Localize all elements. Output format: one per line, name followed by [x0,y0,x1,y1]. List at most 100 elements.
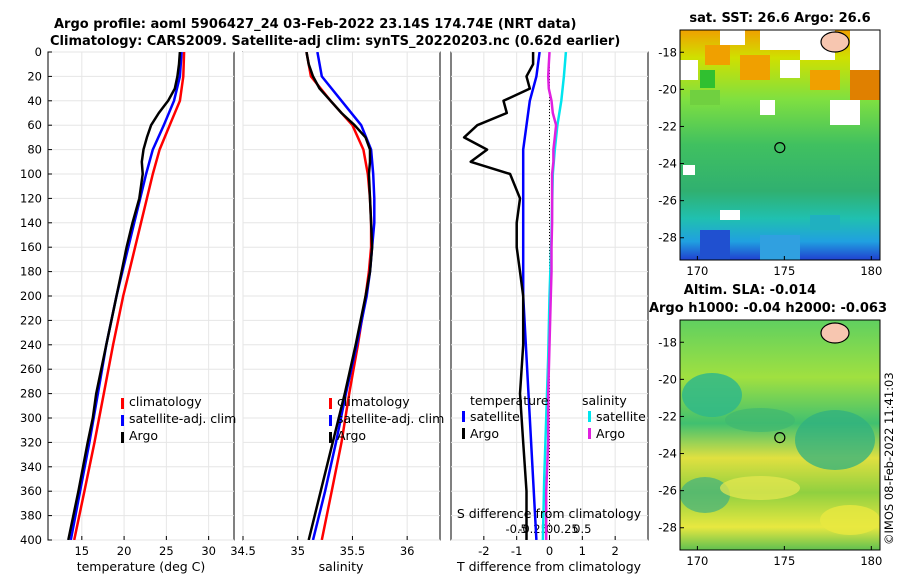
y-tick-label: 380 [20,509,42,523]
map-y-tick-label: -28 [658,231,677,245]
land-island [820,31,850,53]
difference-axes: -2 -1 0 1 2 -0.5-0.250 0.250.5 T difference f… [450,51,649,574]
y-tick-label: 120 [20,191,42,205]
top-x-tick-label: -0.5 [505,522,527,536]
legend-sal-satellite-label: satellite [596,409,646,424]
sla-map: Altim. SLA: -0.014 Argo h1000: -0.04 h20… [649,283,887,568]
legend-argo-label: Argo [129,428,158,443]
temperature-axes: 0 20 40 60 80 100 120 140 160 180 200 220 240 260 280 3… [20,45,235,574]
x-tick-label: 34.5 [230,544,256,558]
y-tick-label: 200 [20,289,42,303]
map-x-tick-label: 180 [860,554,882,568]
y-tick-label: 100 [20,167,42,181]
figure-title-line2: Climatology: CARS2009. Satellite-adj cli… [50,34,620,49]
map-x-tick-label: 175 [773,264,795,278]
legend-argo-swatch [121,432,124,443]
x-tick-label: -1 [511,544,522,558]
sst-patch [700,70,715,88]
sst-patch [760,100,775,115]
legend-temp-argo-swatch [462,428,465,439]
sst-patch [760,235,800,260]
t-difference-xlabel: T difference from climatology [456,559,642,574]
y-tick-label: 280 [20,387,42,401]
y-tick-label: 400 [20,533,42,547]
difference-legend: temperature salinity satellite Argo sate… [462,393,646,441]
sla-eddy [820,505,880,535]
x-tick-label: 35 [290,544,305,558]
legend-temp-argo-label: Argo [470,426,499,441]
temperature-xlabel: temperature (deg C) [77,559,206,574]
sst-patch [830,100,842,110]
legend-climatology-swatch [121,398,124,409]
sst-patch [720,210,740,220]
legend-sal-argo-label: Argo [596,426,625,441]
series-line-temperature-satellite [521,52,541,540]
legend-temperature-heading: temperature [470,393,549,408]
x-tick-label: 15 [74,544,89,558]
imos-credit: ©IMOS 08-Feb-2022 11:41:03 [882,372,896,545]
x-tick-label: -2 [478,544,489,558]
salinity-legend: climatology satellite-adj. clim Argo [329,394,444,443]
sst-patch [705,45,730,65]
sst-patch [680,60,698,80]
x-tick-label: 25 [159,544,174,558]
land-island [820,322,850,344]
x-tick-label: 1 [579,544,586,558]
legend-satellite-label: satellite-adj. clim [337,411,444,426]
x-tick-label: 2 [612,544,619,558]
sla-eddy [720,476,800,500]
sla-eddy [682,373,742,417]
y-tick-label: 40 [27,94,42,108]
y-tick-label: 180 [20,265,42,279]
y-tick-label: 260 [20,362,42,376]
sst-map: sat. SST: 26.6 Argo: 26.6 170 175 180 -18 -2… [658,11,882,278]
s-difference-xlabel: S difference from climatology [457,506,642,521]
series-line-satellite-adj-clim [311,52,376,540]
map-x-tick-label: 175 [773,554,795,568]
legend-climatology-label: climatology [337,394,410,409]
sla-map-title-line2: Argo h1000: -0.04 h2000: -0.063 [649,301,887,316]
x-tick-label: 20 [117,544,132,558]
sla-eddy [725,408,795,432]
x-tick-label: 35.5 [340,544,366,558]
legend-temp-satellite-swatch [462,411,465,422]
salinity-axes: 34.5 35 35.5 36 salinity [230,51,441,574]
y-tick-label: 60 [27,118,42,132]
legend-salinity-heading: salinity [582,393,627,408]
sst-patch [780,60,800,78]
map-y-tick-label: -26 [658,484,677,498]
argo-float-marker [774,141,786,154]
sst-map-title: sat. SST: 26.6 Argo: 26.6 [689,11,870,26]
legend-argo-label: Argo [337,428,366,443]
sst-patch [760,30,800,50]
sst-patch [690,90,720,105]
map-y-tick-label: -26 [658,194,677,208]
series-line-temperature-argo [462,52,535,540]
sla-eddy [680,477,730,513]
map-x-tick-label: 170 [686,264,708,278]
map-y-tick-label: -18 [658,45,677,59]
map-y-tick-label: -22 [658,409,677,423]
map-y-tick-label: -18 [658,335,677,349]
y-tick-label: 80 [27,143,42,157]
y-tick-label: 140 [20,216,42,230]
sst-patch [810,215,840,230]
map-y-tick-label: -20 [658,82,677,96]
map-y-tick-label: -24 [658,157,677,171]
sst-patch [850,70,880,100]
map-x-tick-label: 170 [686,554,708,568]
x-tick-label: 0 [546,544,553,558]
sla-map-title-line1: Altim. SLA: -0.014 [684,283,816,298]
y-tick-label: 0 [35,45,42,59]
figure-title-line1: Argo profile: aoml 5906427_24 03-Feb-202… [54,17,576,32]
sst-patch [810,70,840,90]
map-y-tick-label: -24 [658,447,677,461]
temperature-legend: climatology satellite-adj. clim Argo [121,394,236,443]
legend-satellite-swatch [329,415,332,426]
y-tick-label: 360 [20,484,42,498]
argo-float-marker [774,431,786,444]
y-tick-label: 300 [20,411,42,425]
legend-sal-satellite-swatch [588,411,591,422]
map-y-tick-label: -22 [658,119,677,133]
